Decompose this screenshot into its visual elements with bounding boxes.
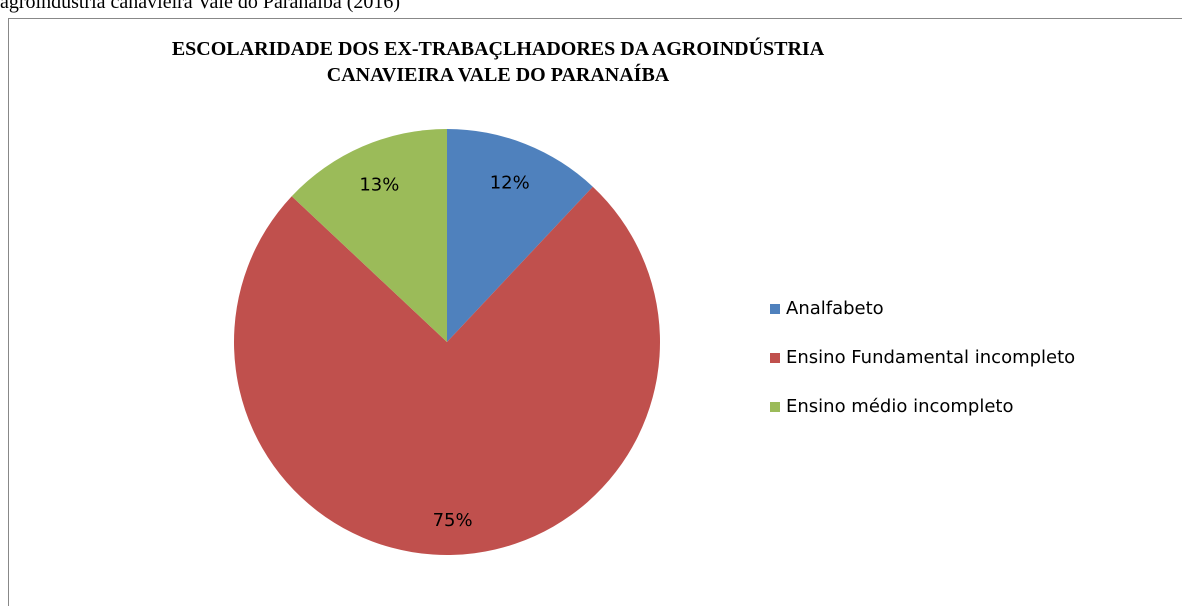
data-label: 12%: [490, 173, 530, 194]
legend-swatch: [770, 353, 780, 363]
legend-label: Ensino Fundamental incompleto: [786, 347, 1075, 368]
legend-label: Analfabeto: [786, 298, 884, 319]
legend-swatch: [770, 304, 780, 314]
legend-label: Ensino médio incompleto: [786, 396, 1014, 417]
pie-slice: [291, 129, 447, 342]
pie-slice: [233, 186, 660, 555]
data-label: 75%: [433, 510, 473, 531]
chart-title: CANAVIEIRA VALE DO PARANAÍBA: [327, 63, 670, 86]
legend-swatch: [770, 402, 780, 412]
pie-slice: [447, 129, 593, 342]
data-label: 13%: [359, 175, 399, 196]
chart-title: ESCOLARIDADE DOS EX-TRABAÇLHADORES DA AG…: [172, 36, 825, 60]
caption: agroindústria canavieira Vale do Paranaí…: [0, 0, 400, 13]
